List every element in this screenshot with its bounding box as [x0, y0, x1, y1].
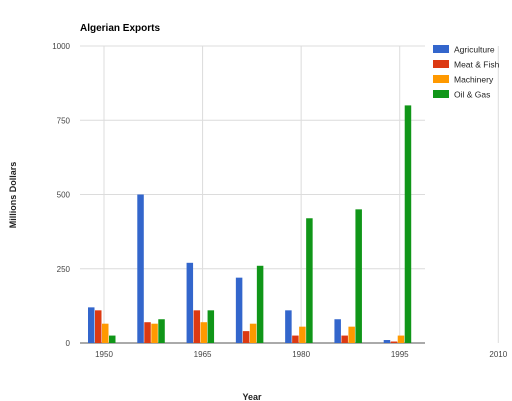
bars	[88, 105, 412, 344]
bar-meat-fish	[144, 322, 151, 343]
bar-oil-gas	[158, 319, 165, 343]
bar-machinery	[151, 323, 158, 343]
legend-swatch	[433, 75, 449, 83]
x-axis-title: Year	[242, 392, 262, 401]
legend-label: Meat & Fish	[454, 60, 500, 70]
x-tick-label: 1965	[194, 350, 212, 359]
bar-meat-fish	[193, 310, 201, 343]
legend-label: Oil & Gas	[454, 90, 490, 100]
bar-machinery	[249, 323, 257, 343]
bar-agriculture	[137, 194, 144, 343]
bar-machinery	[200, 322, 208, 343]
bar-oil-gas	[256, 265, 264, 343]
bar-meat-fish	[390, 341, 398, 343]
legend-swatch	[433, 90, 449, 98]
bar-agriculture	[88, 307, 95, 343]
y-tick-label: 250	[57, 265, 71, 274]
bar-agriculture	[334, 319, 341, 343]
bar-meat-fish	[95, 310, 102, 343]
y-axis-ticks: 0 250 500 750 1000	[52, 42, 70, 348]
legend: Agriculture Meat & Fish Machinery Oil & Gas	[433, 45, 500, 100]
bar-oil-gas	[306, 218, 313, 343]
y-tick-label: 0	[66, 339, 71, 348]
bar-agriculture	[186, 262, 194, 343]
bar-agriculture	[235, 277, 243, 343]
legend-swatch	[433, 60, 449, 68]
legend-swatch	[433, 45, 449, 53]
bar-meat-fish	[292, 335, 299, 343]
bar-agriculture	[383, 340, 391, 343]
bar-machinery	[102, 323, 109, 343]
bar-machinery	[299, 326, 306, 343]
legend-label: Agriculture	[454, 45, 495, 55]
y-tick-label: 1000	[52, 42, 70, 51]
bar-meat-fish	[242, 331, 250, 343]
y-tick-label: 500	[57, 191, 71, 200]
bar-oil-gas	[109, 335, 116, 343]
chart-title: Algerian Exports	[80, 23, 160, 34]
x-tick-label: 1995	[391, 350, 409, 359]
bar-machinery	[397, 335, 405, 343]
x-tick-label: 1980	[292, 350, 310, 359]
y-axis-title: Millions Dollars	[8, 162, 18, 229]
bar-oil-gas	[207, 310, 215, 343]
x-tick-label: 2010	[489, 350, 507, 359]
y-tick-label: 750	[57, 116, 71, 125]
bar-oil-gas	[355, 209, 362, 343]
bar-machinery	[348, 326, 355, 343]
bar-agriculture	[285, 310, 292, 343]
x-axis-ticks: 1950 1965 1980 1995 2010	[95, 350, 508, 359]
x-tick-label: 1950	[95, 350, 113, 359]
bar-oil-gas	[404, 105, 412, 344]
legend-label: Machinery	[454, 75, 494, 85]
bar-meat-fish	[341, 335, 348, 343]
